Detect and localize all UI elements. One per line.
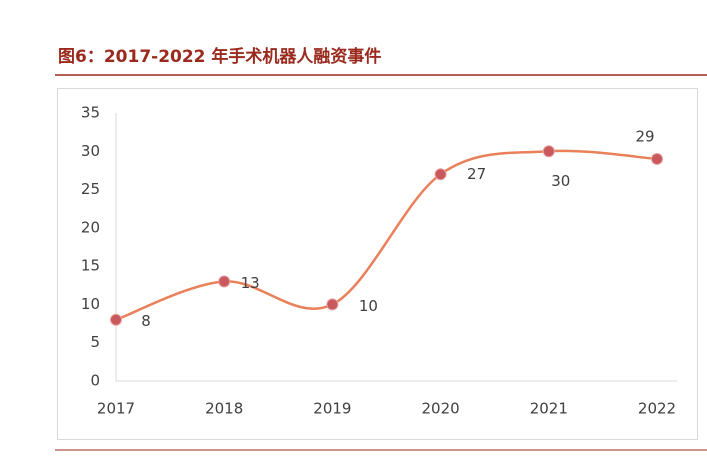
x-tick-label: 2021 <box>530 400 568 418</box>
x-tick-label: 2022 <box>638 400 676 418</box>
x-tick-label: 2017 <box>97 400 135 418</box>
line <box>115 149 658 321</box>
chart-title: 图6：2017-2022 年手术机器人融资事件 <box>58 46 381 67</box>
x-tick-label: 2019 <box>313 400 351 418</box>
data-label: 8 <box>141 312 151 330</box>
y-tick-label: 0 <box>90 372 100 390</box>
y-tick-label: 35 <box>81 104 100 122</box>
chart-frame <box>57 88 698 440</box>
data-label: 13 <box>241 274 260 292</box>
y-tick-label: 25 <box>81 180 100 198</box>
x-tick-label: 2020 <box>422 400 460 418</box>
point <box>651 152 663 165</box>
point <box>434 168 447 181</box>
data-label: 30 <box>551 172 570 190</box>
x-tick-label: 2018 <box>205 400 243 418</box>
point <box>326 298 339 311</box>
y-tick-label: 20 <box>81 218 100 236</box>
point <box>542 145 555 158</box>
y-tick-label: 30 <box>81 142 100 160</box>
y-tick-label: 5 <box>90 333 100 351</box>
y-tick-label: 10 <box>81 295 100 313</box>
data-label: 10 <box>359 297 378 315</box>
point <box>110 313 122 326</box>
data-label: 27 <box>467 165 486 183</box>
point <box>218 275 231 288</box>
data-label: 29 <box>635 127 654 145</box>
y-tick-label: 15 <box>81 257 100 275</box>
